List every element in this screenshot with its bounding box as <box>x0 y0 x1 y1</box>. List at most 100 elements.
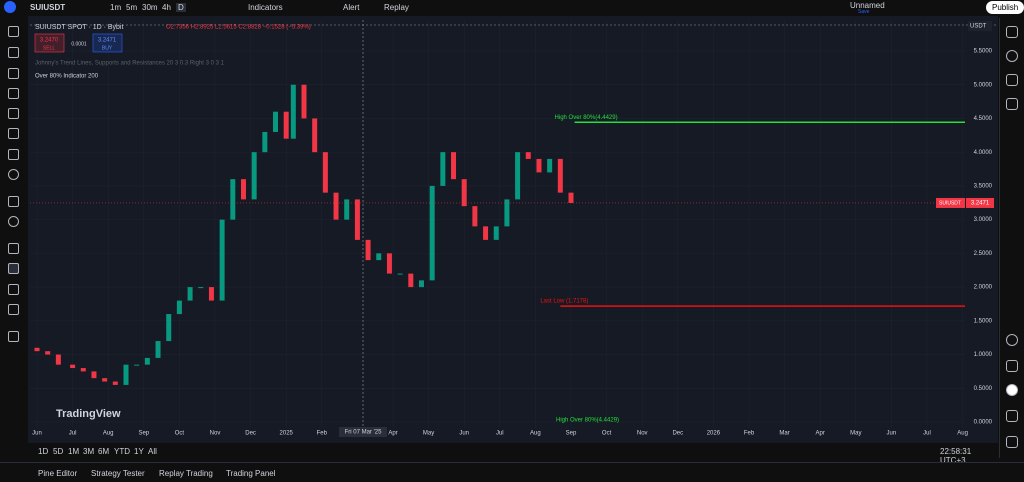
candle-body <box>440 152 446 186</box>
tool[interactable] <box>8 216 19 227</box>
price-tag-symbol: SUIUSDT <box>939 200 961 206</box>
candle-body <box>301 84 307 119</box>
tool[interactable] <box>8 243 19 254</box>
publish[interactable]: Publish <box>986 1 1024 14</box>
save[interactable]: Save <box>858 9 870 15</box>
candle-body <box>112 381 118 385</box>
candle-body <box>34 347 40 352</box>
tool[interactable] <box>8 196 19 207</box>
tf[interactable]: D <box>176 3 186 12</box>
apps[interactable] <box>1006 384 1018 396</box>
buy-button[interactable] <box>92 33 123 53</box>
alert[interactable]: Alert <box>343 3 360 12</box>
level-label: Last Low (1.7178) <box>540 299 588 305</box>
range[interactable]: 1Y <box>134 447 144 456</box>
tool[interactable] <box>8 284 19 295</box>
replay[interactable]: Replay <box>384 3 409 12</box>
price-tag-value: 3.2471 <box>971 201 990 207</box>
tool[interactable] <box>8 149 19 160</box>
bottom-label: High Over 80%(4.4429) <box>556 418 619 424</box>
tf[interactable]: 5m <box>126 3 138 12</box>
candle-body <box>102 378 108 382</box>
chat[interactable] <box>1006 98 1018 110</box>
indicators[interactable]: Indicators <box>248 3 283 12</box>
candle-body <box>70 364 76 369</box>
tf[interactable]: 4h <box>162 3 171 12</box>
tf[interactable]: 30m <box>142 3 158 12</box>
chart: SUIUSDT SPOT · 1D · Bybit O2.7356 H2.892… <box>28 16 998 443</box>
tool[interactable] <box>8 68 19 79</box>
range[interactable]: 1M <box>68 447 80 456</box>
buy-price: 3.2471 <box>98 38 117 44</box>
tool[interactable] <box>8 26 19 37</box>
symbol[interactable]: SUIUSDT <box>30 3 66 12</box>
candle-body <box>55 354 61 365</box>
calendar[interactable] <box>1006 360 1018 372</box>
x-tick-label: Jun <box>887 431 897 437</box>
range[interactable]: YTD <box>114 447 130 456</box>
y-tick-label: 3.5000 <box>974 183 993 189</box>
y-tick-label: 3.0000 <box>974 217 993 223</box>
bottom-panel: Pine Editor Strategy Tester Replay Tradi… <box>0 462 1024 482</box>
price-tag <box>936 197 965 208</box>
tab[interactable]: Trading Panel <box>226 469 276 478</box>
tool[interactable] <box>8 304 19 315</box>
tf[interactable]: 1m <box>110 3 122 12</box>
y-tick-label: 4.5000 <box>974 116 993 122</box>
tool[interactable] <box>8 128 19 139</box>
layers[interactable] <box>1006 74 1018 86</box>
currency[interactable]: USDT <box>970 24 987 30</box>
candle-body <box>176 300 182 315</box>
tool[interactable] <box>8 108 19 119</box>
x-tick-label: Nov <box>637 431 648 437</box>
price-tag <box>966 197 994 208</box>
tool[interactable] <box>8 263 19 274</box>
currency-box[interactable] <box>968 21 992 31</box>
x-tick-label: Aug <box>103 431 114 437</box>
candle-body <box>504 199 510 227</box>
range[interactable]: All <box>148 447 157 456</box>
x-tick-label: 2025 <box>280 431 294 437</box>
candle-body <box>418 280 424 288</box>
level-label: High Over 80%(4.4429) <box>555 115 618 121</box>
sell-button[interactable] <box>34 33 65 53</box>
signal[interactable] <box>1006 410 1018 422</box>
x-tick-label: Dec <box>672 431 683 437</box>
x-tick-label: Apr <box>816 431 825 437</box>
candle-body <box>290 84 296 139</box>
candle-body <box>376 253 382 261</box>
tool[interactable] <box>8 169 19 180</box>
ideas[interactable] <box>1006 334 1018 346</box>
tab[interactable]: Pine Editor <box>38 469 78 478</box>
crosshair-date: Fri 07 Mar '25 <box>345 430 382 436</box>
range[interactable]: 5D <box>53 447 64 456</box>
tool[interactable] <box>8 47 19 58</box>
tool[interactable] <box>8 88 19 99</box>
alerts[interactable] <box>1006 50 1018 62</box>
range[interactable]: 6M <box>98 447 110 456</box>
chart-bg <box>28 16 998 443</box>
tab[interactable]: Strategy Tester <box>91 469 145 478</box>
x-tick-label: Jul <box>923 431 931 437</box>
candle-body <box>472 206 478 227</box>
range[interactable]: 3M <box>83 447 95 456</box>
watchlist[interactable] <box>1006 26 1018 38</box>
y-tick-label: 0.0000 <box>974 420 993 426</box>
candle-body <box>429 185 435 281</box>
candle-body <box>80 368 86 372</box>
y-tick-label: 5.0000 <box>974 82 993 88</box>
tool[interactable] <box>8 331 19 342</box>
candle-body <box>262 131 268 153</box>
help[interactable] <box>1006 436 1018 448</box>
range[interactable]: 1D <box>38 447 49 456</box>
candle-body <box>166 314 172 342</box>
layout-name[interactable]: Unnamed <box>850 1 885 10</box>
avatar[interactable] <box>4 1 16 13</box>
y-tick-label: 1.0000 <box>974 352 993 358</box>
x-tick-label: Aug <box>957 431 968 437</box>
candle-body <box>344 199 350 220</box>
candle-body <box>123 364 129 385</box>
clock: 22:58:31 UTC+3 <box>940 447 972 465</box>
tab[interactable]: Replay Trading <box>159 469 213 478</box>
x-tick-label: 2026 <box>707 431 721 437</box>
